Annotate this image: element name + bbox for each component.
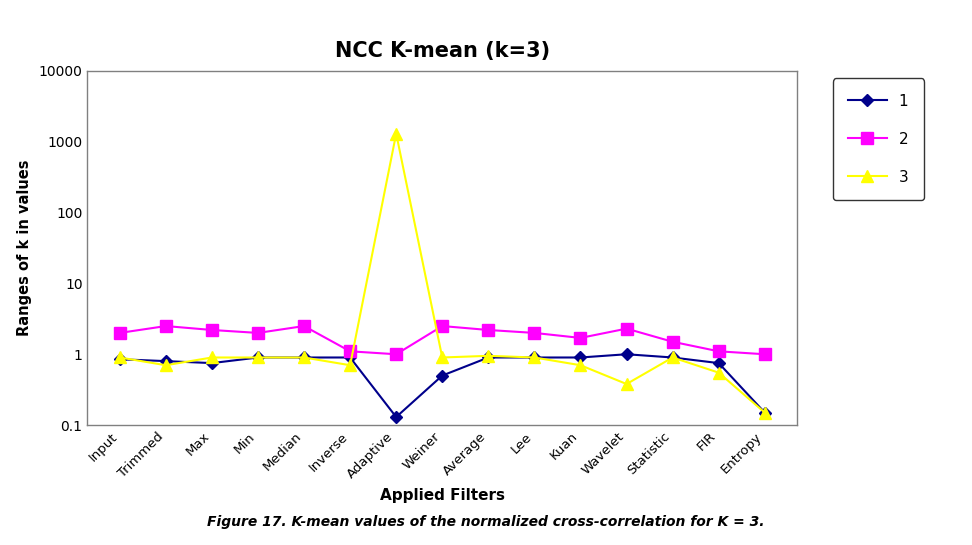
3	[436, 354, 448, 361]
3	[529, 354, 540, 361]
2	[436, 323, 448, 329]
1	[298, 354, 310, 361]
3	[114, 354, 125, 361]
Line: 3: 3	[114, 128, 771, 419]
2	[206, 326, 218, 333]
2	[712, 348, 724, 355]
2	[160, 323, 172, 329]
2	[298, 323, 310, 329]
3	[667, 354, 678, 361]
Text: Figure 17. K-mean values of the normalized cross-correlation for K = 3.: Figure 17. K-mean values of the normaliz…	[207, 514, 765, 529]
1	[621, 351, 633, 358]
2	[529, 330, 540, 336]
1	[391, 414, 402, 420]
3	[298, 354, 310, 361]
3	[621, 381, 633, 387]
2	[759, 351, 771, 358]
3	[391, 130, 402, 137]
1	[252, 354, 263, 361]
X-axis label: Applied Filters: Applied Filters	[380, 488, 504, 503]
1	[436, 372, 448, 379]
1	[114, 356, 125, 362]
3	[344, 362, 356, 368]
3	[712, 370, 724, 376]
1	[529, 354, 540, 361]
1	[344, 354, 356, 361]
Line: 1: 1	[116, 350, 769, 421]
2	[344, 348, 356, 355]
2	[621, 325, 633, 332]
2	[391, 351, 402, 358]
2	[482, 326, 494, 333]
2	[574, 335, 586, 341]
2	[667, 338, 678, 345]
Y-axis label: Ranges of k in values: Ranges of k in values	[17, 160, 32, 336]
2	[252, 330, 263, 336]
1	[667, 354, 678, 361]
1	[482, 354, 494, 361]
Line: 2: 2	[114, 320, 771, 360]
1	[712, 360, 724, 366]
1	[574, 354, 586, 361]
Title: NCC K-mean (k=3): NCC K-mean (k=3)	[334, 41, 550, 61]
1	[759, 409, 771, 416]
3	[206, 354, 218, 361]
2	[114, 330, 125, 336]
3	[759, 409, 771, 416]
3	[482, 353, 494, 359]
Legend: 1, 2, 3: 1, 2, 3	[833, 78, 923, 200]
3	[252, 354, 263, 361]
3	[574, 362, 586, 368]
1	[206, 360, 218, 366]
1	[160, 358, 172, 365]
3	[160, 362, 172, 368]
